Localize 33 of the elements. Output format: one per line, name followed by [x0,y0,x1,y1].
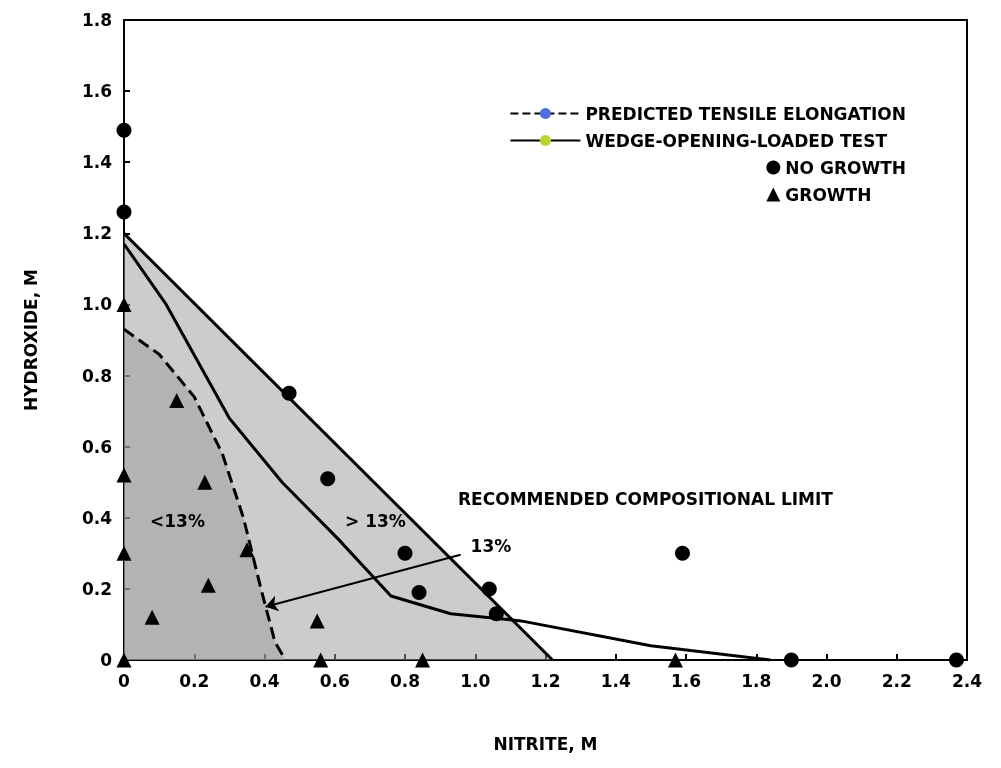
x-tick-label: 2.2 [881,670,912,691]
x-tick-label: 1.4 [600,670,631,691]
legend-label: GROWTH [785,184,872,205]
y-tick-label: 0 [100,650,113,670]
x-tick-label: 0 [118,670,131,691]
y-tick-label: 0.6 [81,436,112,457]
y-tick-label: 0.4 [81,507,113,528]
x-axis-title: NITRITE, M [493,733,598,754]
x-tick-label: 0.4 [249,670,280,691]
y-axis-title: HYDROXIDE, M [20,268,41,412]
annotation: <13% [150,510,205,531]
x-tick-label: 0.2 [179,670,210,691]
y-tick-label: 1.2 [81,223,112,244]
x-tick-label: 2.4 [951,670,983,691]
x-tick-label: 0.8 [389,670,421,691]
y-tick-label: 1.6 [81,81,112,102]
annotation: RECOMMENDED COMPOSITIONAL LIMIT [458,488,834,509]
y-tick-label: 1.8 [81,10,112,30]
x-tick-label: 2.0 [811,670,842,691]
x-tick-label: 0.6 [319,670,350,691]
y-tick-label: 1.4 [81,152,113,173]
x-tick-label: 1.6 [670,670,702,691]
annotation: > 13% [345,510,406,531]
legend-label: PREDICTED TENSILE ELONGATION [585,103,906,124]
legend-label: NO GROWTH [785,157,906,178]
y-tick-label: 1.0 [81,294,113,315]
legend-label: WEDGE-OPENING-LOADED TEST [585,130,888,151]
annotation: 13% [470,536,512,557]
y-tick-label: 0.8 [81,365,112,386]
y-tick-label: 0.2 [81,578,112,599]
x-tick-label: 1.2 [530,670,561,691]
x-tick-label: 1.8 [741,670,772,691]
x-tick-label: 1.0 [460,670,491,691]
